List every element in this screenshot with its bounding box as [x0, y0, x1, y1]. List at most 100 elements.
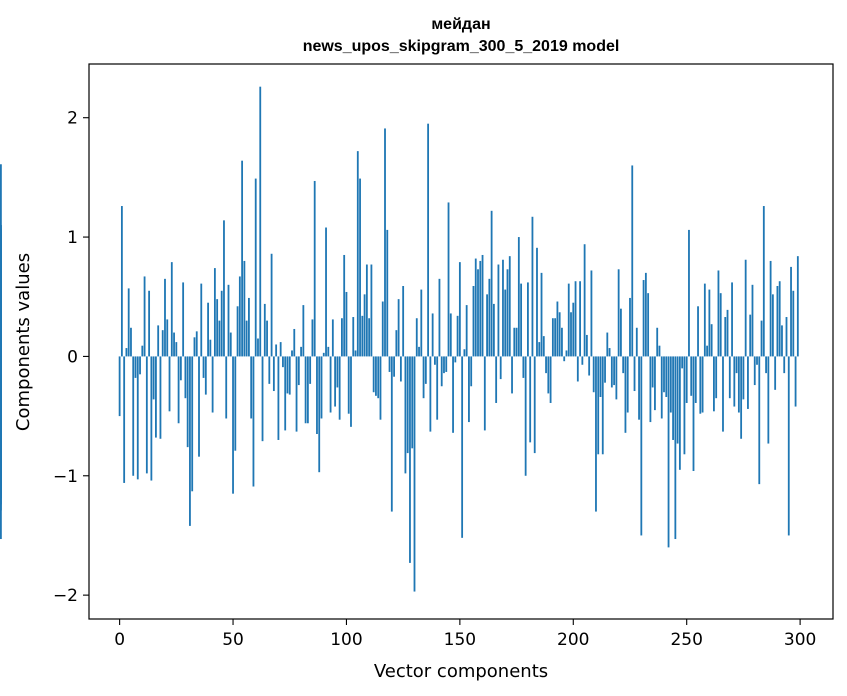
- bar: [132, 356, 135, 476]
- bar: [436, 356, 439, 420]
- bar: [538, 342, 541, 357]
- bar: [656, 327, 659, 357]
- bar: [184, 356, 187, 399]
- bar: [477, 269, 479, 357]
- bar: [139, 356, 141, 375]
- bar: [372, 356, 375, 393]
- bar: [622, 356, 625, 374]
- bar: [583, 244, 586, 357]
- bar: [756, 356, 758, 365]
- bar: [690, 356, 693, 396]
- bar: [728, 356, 731, 399]
- bar: [279, 342, 282, 357]
- bar: [649, 356, 652, 423]
- bar: [735, 356, 738, 374]
- bar: [327, 346, 330, 357]
- bar: [658, 345, 661, 357]
- bar: [715, 356, 718, 399]
- bar: [127, 288, 130, 357]
- bar: [585, 334, 588, 357]
- bar: [204, 356, 207, 395]
- bar: [220, 290, 223, 357]
- bar: [186, 356, 189, 448]
- bar: [638, 356, 640, 420]
- bar: [742, 356, 745, 400]
- bar: [753, 356, 756, 386]
- bar: [175, 342, 178, 357]
- bar: [304, 356, 307, 424]
- bar: [497, 264, 500, 357]
- bar: [179, 356, 182, 381]
- bar: [458, 262, 461, 357]
- chart-title-line-1: мейдан: [431, 16, 490, 33]
- bar: [749, 314, 752, 357]
- x-tick-label: 300: [784, 630, 816, 650]
- bar: [443, 356, 445, 374]
- bar: [549, 356, 552, 403]
- bar: [533, 356, 536, 454]
- bar: [241, 160, 244, 357]
- bar: [238, 276, 241, 357]
- bar: [406, 356, 409, 454]
- bar: [329, 356, 332, 413]
- bar: [470, 356, 473, 387]
- bar: [427, 123, 430, 357]
- bar: [706, 345, 709, 357]
- bar: [195, 331, 198, 357]
- bar: [402, 286, 405, 357]
- bar: [608, 348, 611, 357]
- bar: [629, 297, 631, 357]
- bar: [418, 346, 420, 357]
- bar: [440, 356, 443, 387]
- bar: [660, 356, 663, 419]
- bar: [733, 356, 736, 407]
- bar: [386, 229, 389, 357]
- bar: [336, 356, 339, 388]
- bar: [513, 327, 516, 357]
- bar: [207, 302, 209, 357]
- bar: [778, 281, 781, 357]
- bar: [422, 356, 425, 399]
- bar: [760, 320, 763, 357]
- x-axis-ticks: 0 50 100 150 200 250 300: [114, 619, 816, 650]
- bar: [790, 266, 792, 357]
- bar: [515, 327, 518, 357]
- bar: [678, 356, 681, 470]
- bar: [692, 356, 695, 471]
- bar: [229, 332, 232, 357]
- bar: [595, 356, 597, 512]
- bar: [345, 291, 348, 357]
- bar: [130, 327, 132, 357]
- bar: [311, 319, 314, 357]
- bar: [218, 320, 221, 357]
- bar: [438, 278, 441, 357]
- bar: [527, 282, 529, 357]
- bar: [379, 356, 382, 420]
- bar: [635, 327, 638, 357]
- bar: [141, 345, 144, 357]
- bar: [479, 260, 482, 357]
- bar: [529, 356, 532, 443]
- bar: [295, 356, 298, 432]
- bar: [794, 356, 797, 407]
- bar: [404, 356, 407, 474]
- bar: [540, 272, 543, 357]
- bar: [785, 317, 788, 357]
- bar: [243, 260, 246, 357]
- bar: [461, 356, 464, 538]
- bar: [125, 348, 128, 357]
- bar: [522, 356, 525, 378]
- bar: [0, 356, 2, 401]
- bar: [286, 356, 289, 394]
- y-tick-label: 1: [67, 228, 78, 248]
- bar: [365, 264, 368, 357]
- bar: [225, 356, 228, 419]
- bar: [200, 283, 203, 357]
- bar: [234, 356, 237, 451]
- bar: [517, 237, 520, 357]
- bar: [272, 356, 275, 392]
- bar: [152, 356, 155, 400]
- bar: [665, 356, 668, 397]
- bar: [368, 318, 371, 357]
